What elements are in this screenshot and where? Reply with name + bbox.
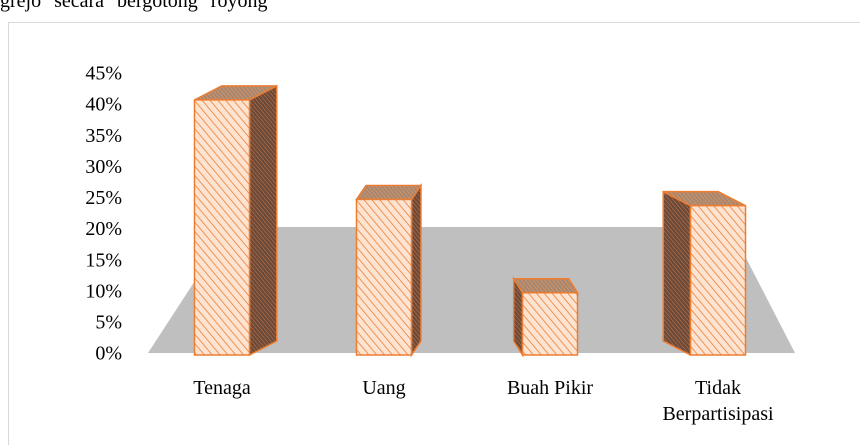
- x-tick-label: Buah Pikir: [506, 377, 594, 399]
- bar: [689, 204, 747, 356]
- y-tick-label: 5%: [95, 311, 122, 333]
- y-tick-label: 20%: [85, 218, 122, 240]
- bar-top: [512, 278, 579, 294]
- y-tick-label: 15%: [85, 249, 122, 271]
- bar-side: [248, 84, 278, 357]
- caption: grejo secara bergotong royong: [0, 0, 268, 12]
- floor: [148, 227, 795, 353]
- bar-side: [410, 182, 422, 358]
- y-tick-label: 45%: [85, 63, 122, 85]
- x-tick-label: Tenaga: [193, 377, 251, 399]
- y-tick-label: 40%: [85, 94, 122, 116]
- y-tick-label: 30%: [85, 156, 122, 178]
- bar-top: [355, 184, 423, 201]
- y-tick-label: 0%: [95, 343, 122, 365]
- frame: [8, 22, 860, 445]
- y-tick-label: 25%: [85, 187, 122, 209]
- x-tick-label: Tidak Berpartisipasi: [662, 377, 774, 425]
- bar: [193, 99, 251, 356]
- bar: [355, 198, 413, 356]
- bar-side: [662, 190, 692, 357]
- y-tick-label: 35%: [85, 125, 122, 147]
- x-tick-label: Uang: [362, 377, 406, 399]
- y-tick-label: 10%: [85, 280, 122, 302]
- bar: [521, 292, 579, 356]
